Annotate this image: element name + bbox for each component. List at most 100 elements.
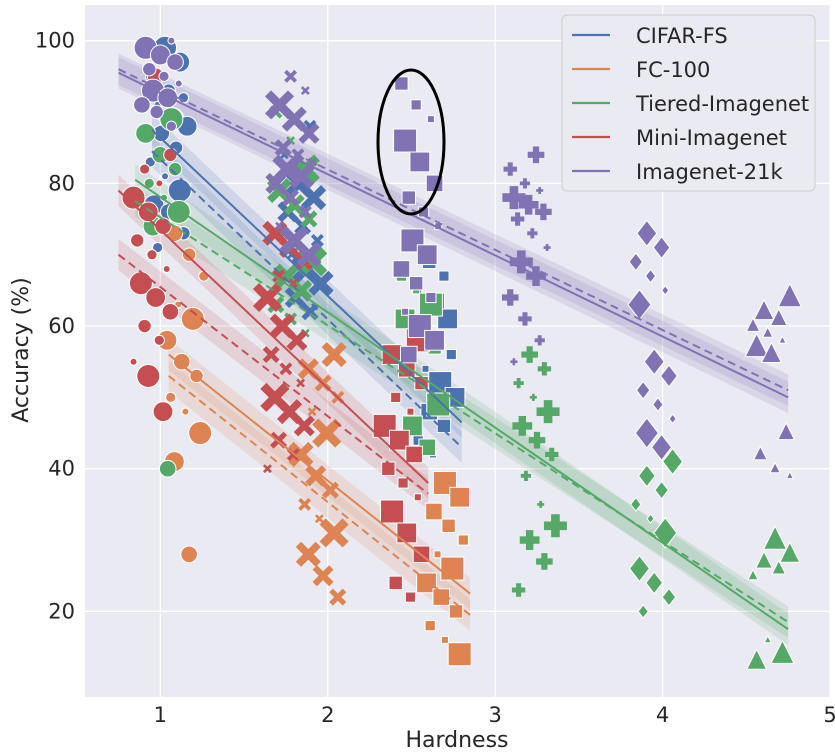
data-point bbox=[432, 588, 451, 606]
data-point bbox=[262, 346, 280, 364]
data-point bbox=[312, 565, 334, 587]
data-point bbox=[536, 186, 544, 194]
data-point bbox=[426, 115, 435, 124]
data-point bbox=[769, 461, 781, 474]
data-point bbox=[769, 307, 788, 327]
data-point bbox=[536, 400, 560, 424]
data-point bbox=[167, 178, 192, 203]
data-point bbox=[397, 477, 409, 489]
data-point bbox=[158, 459, 177, 478]
data-point bbox=[661, 587, 677, 607]
data-point bbox=[646, 513, 655, 525]
x-axis-label: Hardness bbox=[405, 728, 508, 753]
data-point bbox=[661, 284, 670, 296]
data-point bbox=[519, 530, 540, 550]
data-point bbox=[440, 635, 449, 644]
y-tick-label: 40 bbox=[48, 457, 75, 481]
data-point bbox=[298, 497, 312, 511]
data-point bbox=[440, 556, 465, 581]
data-point bbox=[154, 217, 172, 235]
data-point bbox=[449, 486, 471, 508]
fit-line-solid bbox=[118, 71, 789, 399]
data-point bbox=[426, 392, 451, 417]
data-point bbox=[537, 500, 545, 508]
data-point bbox=[651, 433, 673, 461]
x-tick-label: 5 bbox=[823, 703, 835, 727]
data-point bbox=[129, 357, 138, 366]
data-point bbox=[421, 364, 430, 373]
data-point bbox=[163, 147, 178, 163]
data-point bbox=[137, 318, 152, 334]
data-point bbox=[747, 568, 759, 581]
data-point bbox=[288, 441, 314, 467]
data-point bbox=[389, 429, 410, 451]
data-point bbox=[305, 465, 327, 487]
data-point bbox=[637, 603, 649, 619]
data-point bbox=[396, 522, 418, 544]
data-point bbox=[167, 36, 176, 45]
fit-line-solid bbox=[117, 189, 429, 484]
data-point bbox=[296, 242, 322, 268]
y-axis-label: Accuracy (%) bbox=[9, 277, 34, 423]
data-point bbox=[307, 407, 317, 417]
data-point bbox=[762, 525, 788, 550]
data-point bbox=[436, 418, 452, 434]
data-point bbox=[166, 53, 184, 71]
x-tick-labels: 1 2 3 4 5 bbox=[154, 703, 835, 727]
data-point bbox=[188, 421, 213, 446]
data-point bbox=[388, 575, 403, 591]
data-point bbox=[401, 307, 410, 316]
data-point bbox=[413, 493, 422, 502]
data-point bbox=[390, 391, 402, 403]
data-point bbox=[771, 559, 787, 575]
data-point bbox=[298, 205, 312, 219]
data-point bbox=[445, 348, 457, 361]
data-point bbox=[528, 431, 546, 449]
data-point bbox=[153, 334, 165, 346]
y-tick-label: 60 bbox=[48, 314, 75, 338]
data-point bbox=[149, 104, 164, 120]
data-point bbox=[433, 550, 442, 559]
data-point bbox=[312, 418, 342, 448]
data-point bbox=[527, 146, 545, 164]
data-point bbox=[644, 268, 657, 284]
data-point bbox=[295, 541, 321, 567]
data-point bbox=[777, 282, 803, 308]
data-point bbox=[763, 634, 773, 644]
data-point bbox=[172, 352, 191, 371]
data-point bbox=[501, 289, 519, 306]
data-point bbox=[145, 287, 167, 308]
data-point bbox=[668, 413, 677, 425]
data-point bbox=[142, 62, 157, 77]
data-point bbox=[543, 514, 567, 538]
data-point bbox=[416, 572, 437, 594]
data-point bbox=[137, 201, 159, 223]
data-point bbox=[146, 249, 158, 261]
data-point bbox=[165, 391, 177, 403]
data-point bbox=[405, 445, 423, 464]
data-point bbox=[457, 534, 469, 546]
data-point bbox=[513, 378, 524, 389]
data-point bbox=[394, 76, 409, 91]
data-point bbox=[662, 447, 684, 476]
y-tick-label: 20 bbox=[48, 599, 75, 623]
data-point bbox=[252, 282, 283, 313]
legend-label: Tiered-Imagenet bbox=[635, 92, 809, 116]
data-point bbox=[634, 417, 659, 449]
data-point bbox=[510, 212, 525, 226]
data-point bbox=[448, 604, 464, 619]
data-point bbox=[654, 480, 669, 500]
data-point bbox=[754, 550, 774, 569]
data-point bbox=[293, 415, 315, 437]
data-point bbox=[392, 260, 411, 278]
data-point bbox=[174, 79, 183, 88]
data-point bbox=[520, 470, 532, 481]
data-point bbox=[301, 185, 327, 211]
legend: CIFAR-FS FC-100 Tiered-Imagenet Mini-Imagen… bbox=[561, 14, 816, 192]
data-point bbox=[180, 306, 205, 331]
data-point bbox=[406, 407, 415, 416]
data-point bbox=[744, 332, 769, 358]
confidence-band bbox=[168, 360, 471, 631]
data-point bbox=[133, 96, 151, 114]
